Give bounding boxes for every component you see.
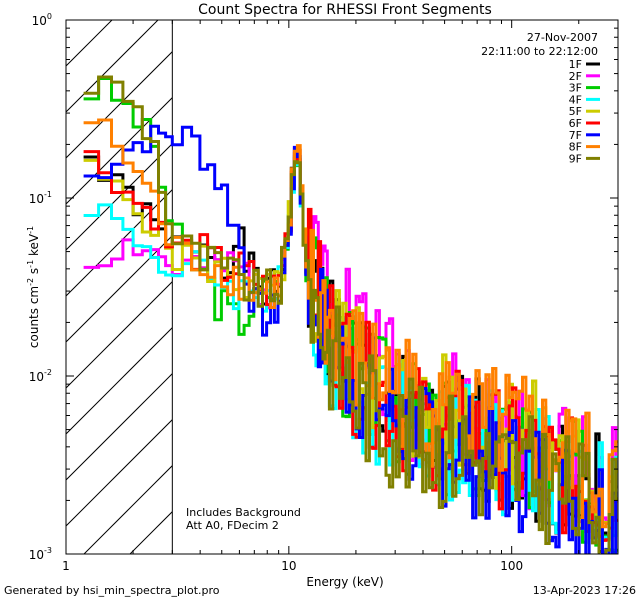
- axis-tick-labels: 1 10 100 100 10-1 10-2 10-3: [29, 12, 523, 573]
- legend-label-5f: 5F: [569, 105, 582, 118]
- hatch-line: [66, 188, 173, 297]
- y-tick-label: 100: [32, 12, 52, 28]
- chart-title: Count Spectra for RHESSI Front Segments: [198, 2, 492, 18]
- legend-label-2f: 2F: [569, 70, 582, 83]
- hatch-line: [83, 464, 173, 554]
- hatch-line: [66, 280, 173, 389]
- y-tick-label: 10-3: [29, 546, 52, 562]
- legend-label-3f: 3F: [569, 82, 582, 95]
- legend-label-9f: 9F: [569, 152, 582, 165]
- hatch-line: [66, 418, 173, 527]
- hatch-line: [66, 50, 173, 159]
- legend-label-6f: 6F: [569, 117, 582, 130]
- hatch-line: [129, 510, 173, 554]
- hatched-region: [66, 20, 173, 554]
- legend-label-1f: 1F: [569, 58, 582, 71]
- hatch-line: [66, 20, 113, 67]
- legend-label-7f: 7F: [569, 129, 582, 142]
- time-range-label: 22:11:00 to 22:12:00: [481, 45, 598, 58]
- date-label: 27-Nov-2007: [527, 31, 598, 44]
- annotation-background: Includes Background: [186, 506, 301, 519]
- annotation-attenuator: Att A0, FDecim 2: [186, 519, 279, 532]
- x-tick-label: 10: [281, 559, 296, 573]
- x-axis-label: Energy (keV): [306, 575, 383, 589]
- x-tick-label: 1: [62, 559, 70, 573]
- hatch-line: [66, 96, 173, 205]
- axis-ticks: [65, 20, 619, 555]
- footer-generated-by: Generated by hsi_min_spectra_plot.pro: [4, 584, 220, 597]
- series-layer: [83, 75, 618, 554]
- y-axis-label: counts cm-2 s-1 keV-1: [26, 226, 41, 348]
- series-line-9f: [83, 75, 618, 554]
- plot-frame: [65, 19, 619, 555]
- y-tick-label: 10-2: [29, 368, 52, 384]
- hatch-line: [66, 372, 173, 481]
- x-tick-label: 100: [500, 559, 523, 573]
- legend-label-8f: 8F: [569, 141, 582, 154]
- footer-timestamp: 13-Apr-2023 17:26: [533, 584, 636, 597]
- y-tick-label: 10-1: [29, 190, 52, 206]
- legend-label-4f: 4F: [569, 93, 582, 106]
- hatch-line: [66, 20, 159, 113]
- hatch-line: [66, 234, 173, 343]
- hatch-line: [66, 326, 173, 435]
- hatch-line: [66, 142, 173, 251]
